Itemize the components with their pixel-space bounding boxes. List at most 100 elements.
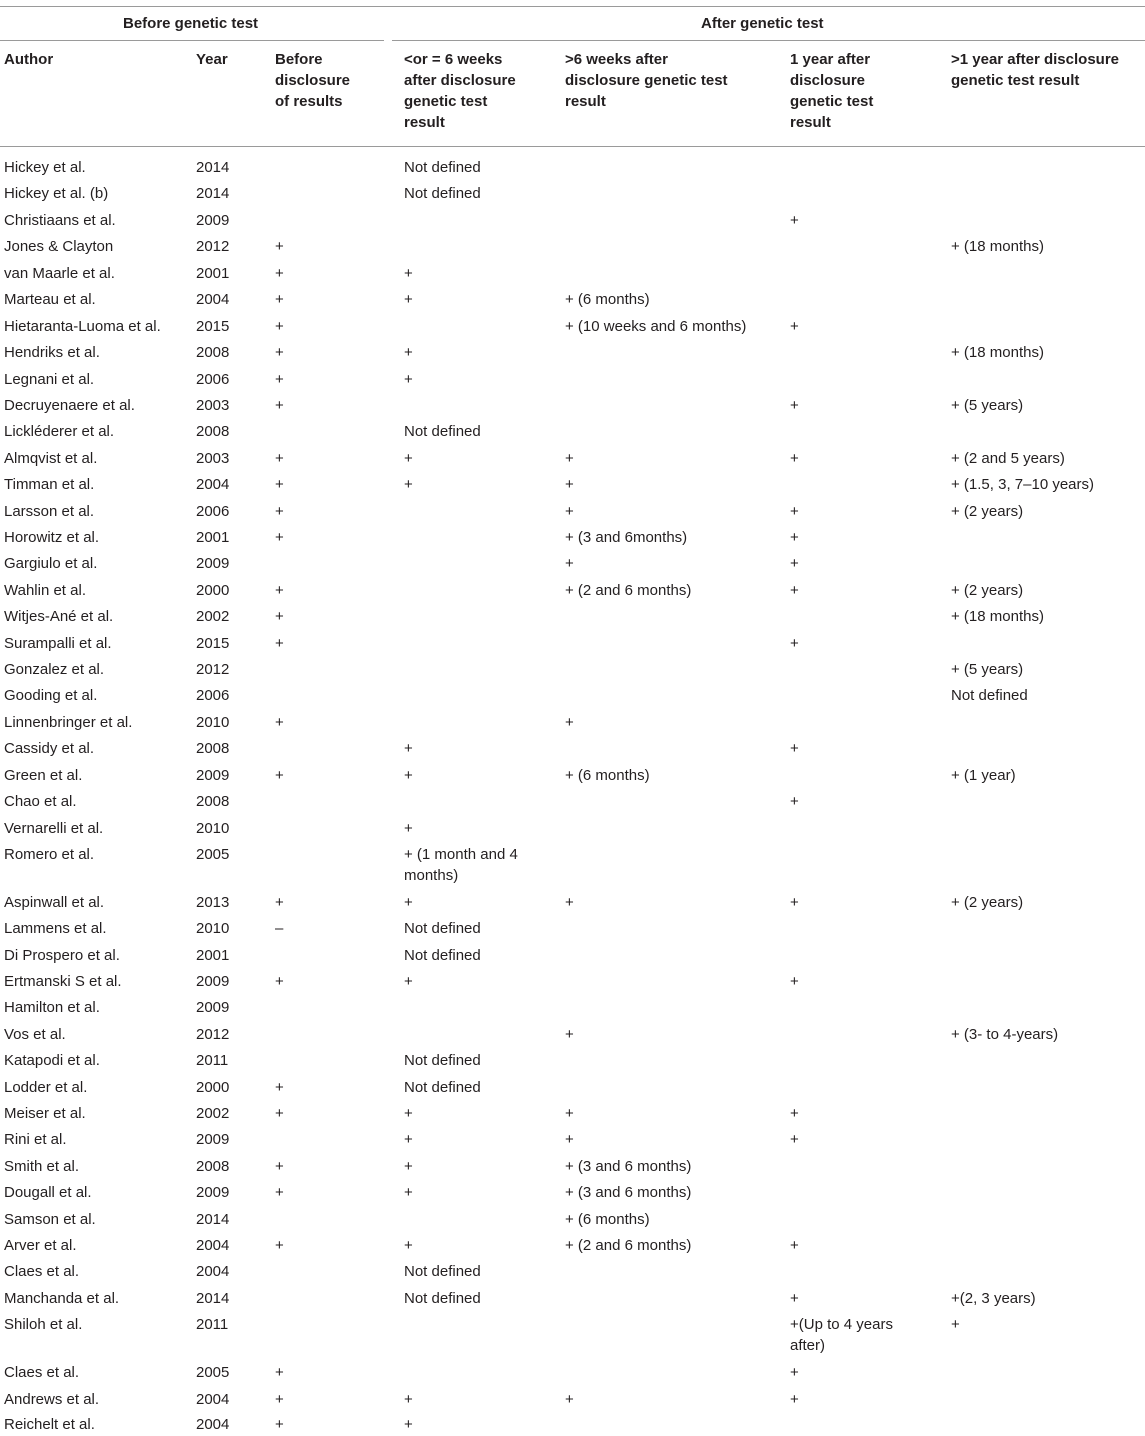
table-cell-year: 2012 [196, 238, 230, 255]
top-rule [0, 6, 1145, 7]
table-cell-year: 2000 [196, 1079, 230, 1096]
table-cell-before: + [275, 1237, 284, 1254]
table-cell-gt1y: + (5 years) [951, 661, 1024, 678]
table-cell-author: Wahlin et al. [4, 582, 86, 599]
table-cell-author: Gooding et al. [4, 687, 98, 704]
table-cell-gt1y: + [951, 1316, 960, 1333]
table-cell-gt6w: + [565, 555, 574, 572]
table-cell-y1: after) [790, 1337, 826, 1354]
table-cell-year: 2001 [196, 947, 230, 964]
table-cell-author: Jones & Clayton [4, 238, 114, 255]
table-cell-author: Hamilton et al. [4, 999, 100, 1016]
table-cell-before: + [275, 1158, 284, 1175]
table-cell-w6: + [404, 820, 413, 837]
table-cell-year: 2004 [196, 291, 230, 308]
table-cell-author: Smith et al. [4, 1158, 80, 1175]
table-cell-gt6w: + (6 months) [565, 1211, 650, 1228]
table-cell-w6: Not defined [404, 185, 481, 202]
table-cell-author: Almqvist et al. [4, 450, 98, 467]
table-cell-author: Green et al. [4, 767, 83, 784]
table-cell-author: Cassidy et al. [4, 740, 95, 757]
table-cell-year: 2002 [196, 608, 230, 625]
table-cell-gt6w: + (3 and 6 months) [565, 1158, 692, 1175]
table-cell-author: Chao et al. [4, 793, 77, 810]
table-cell-author: Claes et al. [4, 1263, 80, 1280]
table-cell-author: Reichelt et al. [4, 1416, 95, 1433]
table-cell-y1: + [790, 740, 799, 757]
table-cell-w6: Not defined [404, 423, 481, 440]
table-cell-author: Romero et al. [4, 846, 95, 863]
table-cell-author: Hietaranta-Luoma et al. [4, 318, 161, 335]
table-cell-w6: Not defined [404, 947, 481, 964]
table-cell-author: Rini et al. [4, 1131, 67, 1148]
table-cell-w6: Not defined [404, 1263, 481, 1280]
table-cell-w6: + [404, 1237, 413, 1254]
table-cell-year: 2000 [196, 582, 230, 599]
table-cell-gt6w: + [565, 894, 574, 911]
table-cell-author: Legnani et al. [4, 371, 95, 388]
table-cell-before: + [275, 503, 284, 520]
table-cell-year: 2008 [196, 793, 230, 810]
table-cell-y1: + [790, 1290, 799, 1307]
table-cell-year: 2011 [196, 1316, 229, 1333]
table-cell-y1: + [790, 1364, 799, 1381]
table-cell-author: Lickléderer et al. [4, 423, 115, 440]
table-cell-w6: + [404, 344, 413, 361]
table-cell-gt6w: + [565, 1105, 574, 1122]
table-cell-year: 2009 [196, 767, 230, 784]
table-cell-year: 2004 [196, 476, 230, 493]
table-cell-gt1y: + (3- to 4-years) [951, 1026, 1059, 1043]
column-header-author: Author [4, 51, 54, 68]
table-cell-author: Katapodi et al. [4, 1052, 100, 1069]
table-cell-gt1y: +(2, 3 years) [951, 1290, 1036, 1307]
table-cell-gt1y: + (18 months) [951, 238, 1044, 255]
table-cell-w6: Not defined [404, 159, 481, 176]
table-cell-y1: + [790, 212, 799, 229]
table-cell-y1: + [790, 582, 799, 599]
table-cell-year: 2011 [196, 1052, 229, 1069]
table-cell-year: 2008 [196, 740, 230, 757]
table-cell-author: Christiaans et al. [4, 212, 116, 229]
table-cell-year: 2003 [196, 397, 230, 414]
table-cell-year: 2008 [196, 344, 230, 361]
table-cell-gt1y: + (2 and 5 years) [951, 450, 1065, 467]
column-header-gt1y: genetic test result [951, 72, 1080, 89]
column-header-y1: genetic test [790, 93, 874, 110]
table-cell-w6: + [404, 1158, 413, 1175]
table-cell-author: Samson et al. [4, 1211, 96, 1228]
table-cell-y1: +(Up to 4 years [790, 1316, 893, 1333]
table-cell-year: 2006 [196, 687, 230, 704]
table-cell-author: Manchanda et al. [4, 1290, 120, 1307]
table-cell-author: Vos et al. [4, 1026, 66, 1043]
table-cell-year: 2001 [196, 265, 230, 282]
table-cell-before: + [275, 714, 284, 731]
table-cell-author: Meiser et al. [4, 1105, 86, 1122]
table-cell-author: Shiloh et al. [4, 1316, 83, 1333]
column-header-before: of results [275, 93, 343, 110]
table-cell-w6: + [404, 1184, 413, 1201]
column-header-w6: after disclosure [404, 72, 516, 89]
table-cell-w6: + [404, 1416, 413, 1433]
table-cell-before: + [275, 397, 284, 414]
table-cell-year: 2014 [196, 1290, 230, 1307]
table-cell-gt6w: + (3 and 6months) [565, 529, 688, 546]
table-cell-gt1y: + (2 years) [951, 894, 1024, 911]
table-cell-year: 2014 [196, 1211, 230, 1228]
table-cell-year: 2010 [196, 714, 230, 731]
table-cell-y1: + [790, 973, 799, 990]
table-cell-w6: + [404, 291, 413, 308]
column-header-gt6w: disclosure genetic test [565, 72, 728, 89]
table-cell-y1: + [790, 1237, 799, 1254]
group-header-after: After genetic test [701, 15, 824, 32]
column-header-gt6w: >6 weeks after [565, 51, 668, 68]
table-cell-w6: + [404, 450, 413, 467]
header-bottom-rule [0, 146, 1145, 147]
table-cell-year: 2014 [196, 185, 230, 202]
table-cell-year: 2004 [196, 1263, 230, 1280]
column-header-w6: <or = 6 weeks [404, 51, 503, 68]
table-cell-author: Ertmanski S et al. [4, 973, 122, 990]
table-cell-year: 2010 [196, 920, 230, 937]
table-cell-y1: + [790, 635, 799, 652]
table-cell-gt6w: + [565, 476, 574, 493]
